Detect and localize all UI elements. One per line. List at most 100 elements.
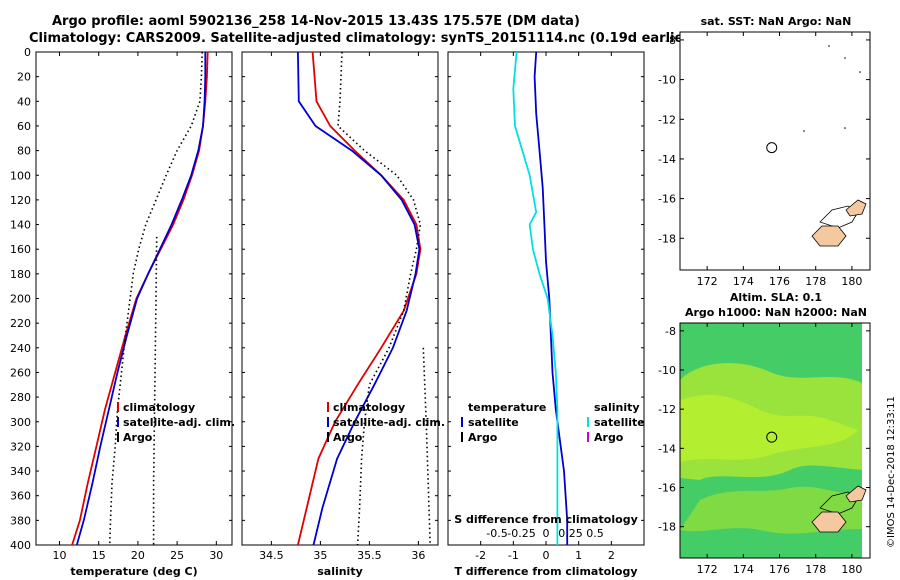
sla-map-title-1: Altim. SLA: 0.1 <box>730 291 822 304</box>
sla-map-ticks: 172 174 176 178 180 -8 -10 -12 -14 -16 -18 <box>658 323 870 576</box>
islet <box>828 45 830 47</box>
s-diff-tick-label: -0.5 <box>486 527 507 540</box>
x-tick-label: 2 <box>608 549 615 562</box>
sla-map-title-2: Argo h1000: NaN h2000: NaN <box>685 306 867 319</box>
depth-tick-label: 160 <box>10 243 31 256</box>
legend-argo: Argo <box>333 431 363 444</box>
lon-tick-label: 174 <box>733 275 754 288</box>
viti-levu <box>811 511 847 533</box>
lat-tick-label: -14 <box>658 153 676 166</box>
x-tick-label: 34.5 <box>259 549 284 562</box>
temperature-legend: climatology satellite-adj. clim. Argo <box>117 401 235 444</box>
legend-satellite: satellite-adj. clim. <box>333 416 445 429</box>
depth-tick-label: 180 <box>10 268 31 281</box>
lat-tick-label: -8 <box>665 325 676 338</box>
lat-tick-label: -12 <box>658 403 676 416</box>
series-argo <box>337 52 422 545</box>
depth-axis: 0 20 40 60 80 100 120 140 160 180 200 220 240 260 280 3… <box>10 46 644 552</box>
depth-tick-label: 60 <box>17 120 31 133</box>
lat-tick-label: -14 <box>658 442 676 455</box>
difference-axes <box>447 51 645 546</box>
depth-tick-label: 120 <box>10 194 31 207</box>
depth-tick-label: 260 <box>10 366 31 379</box>
temperature-axes <box>35 51 233 546</box>
lat-tick-label: -8 <box>665 34 676 47</box>
lon-tick-label: 176 <box>769 275 790 288</box>
x-tick-label: 15 <box>92 549 106 562</box>
title-line-1: Argo profile: aoml 5902136_258 14-Nov-20… <box>52 14 580 29</box>
lon-tick-label: 172 <box>697 275 718 288</box>
legend-climatology: climatology <box>333 401 405 414</box>
depth-tick-label: 220 <box>10 317 31 330</box>
sst-map-title: sat. SST: NaN Argo: NaN <box>701 15 852 28</box>
lat-tick-label: -10 <box>658 74 676 87</box>
depth-tick-label: 320 <box>10 440 31 453</box>
x-tick-label: -2 <box>475 549 486 562</box>
x-tick-label: -1 <box>508 549 519 562</box>
vanua-levu <box>845 485 867 503</box>
depth-tick-label: 300 <box>10 416 31 429</box>
series-argo-deep- <box>152 236 158 545</box>
islet <box>844 57 846 59</box>
lat-tick-label: -12 <box>658 113 676 126</box>
title-line-2: Climatology: CARS2009. Satellite-adjuste… <box>29 31 696 46</box>
depth-tick-label: 40 <box>17 95 31 108</box>
viti-levu <box>811 225 847 247</box>
depth-tick-label: 380 <box>10 514 31 527</box>
islet <box>871 121 873 123</box>
legend-argo: Argo <box>123 431 153 444</box>
difference-legend: temperature satellite Argo salinity sate… <box>461 401 645 444</box>
islet <box>803 130 805 132</box>
lon-tick-label: 176 <box>769 563 790 576</box>
depth-tick-label: 240 <box>10 342 31 355</box>
imos-stamp: ©IMOS 14-Dec-2018 12:33:11 <box>886 396 897 548</box>
difference-plot <box>512 52 569 545</box>
argo-position-marker <box>766 431 778 443</box>
s-diff-tick-label: 0 <box>543 527 550 540</box>
depth-tick-label: 340 <box>10 465 31 478</box>
s-difference-label: S difference from climatology <box>454 513 638 526</box>
depth-tick-label: 280 <box>10 391 31 404</box>
lon-tick-label: 174 <box>733 563 754 576</box>
s-diff-tick-label: -0.25 <box>507 527 535 540</box>
legend-t-argo: Argo <box>468 431 498 444</box>
depth-tick-label: 400 <box>10 539 31 552</box>
series-satellite-adj-clim- <box>75 52 207 545</box>
salinity-axes <box>241 51 439 546</box>
depth-tick-label: 80 <box>17 145 31 158</box>
depth-tick-label: 100 <box>10 169 31 182</box>
x-tick-label: 35 <box>313 549 327 562</box>
lon-tick-label: 178 <box>805 275 826 288</box>
x-tick-label: 36 <box>411 549 425 562</box>
lat-tick-label: -16 <box>658 193 676 206</box>
x-tick-label: 20 <box>131 549 145 562</box>
lon-tick-label: 178 <box>805 563 826 576</box>
sst-map-ticks: 172 174 176 178 180 -8 -10 -12 -14 -16 -18 <box>658 32 870 288</box>
lon-tick-label: 180 <box>841 275 862 288</box>
series-satellite-adj-clim- <box>297 52 421 545</box>
lat-tick-label: -18 <box>658 521 676 534</box>
series-argo-deep- <box>422 347 431 545</box>
legend-s-argo: Argo <box>594 431 624 444</box>
depth-tick-label: 200 <box>10 293 31 306</box>
depth-tick-label: 360 <box>10 490 31 503</box>
x-axes-ticks: 10 15 20 25 30 34.5 35 35.5 36 -2 -1 0 1 2-0.5 -0.25 0 0… <box>53 52 615 562</box>
lon-tick-label: 180 <box>841 563 862 576</box>
sla-peak-band <box>680 394 858 462</box>
legend-s-satellite: satellite <box>594 416 645 429</box>
legend-satellite: satellite-adj. clim. <box>123 416 235 429</box>
x-tick-label: 35.5 <box>357 549 382 562</box>
temperature-plot <box>71 52 209 545</box>
argo-position-marker <box>766 142 778 154</box>
x-tick-label: 1 <box>575 549 582 562</box>
depth-tick-label: 140 <box>10 219 31 232</box>
sla-map-axes <box>679 322 871 559</box>
islet <box>859 71 861 73</box>
lat-tick-label: -10 <box>658 364 676 377</box>
lat-tick-label: -16 <box>658 482 676 495</box>
vanua-levu <box>845 199 867 217</box>
salinity-xlabel: salinity <box>317 565 363 578</box>
temperature-xlabel: temperature (deg C) <box>70 565 197 578</box>
sla-nodata-strip <box>862 323 870 558</box>
